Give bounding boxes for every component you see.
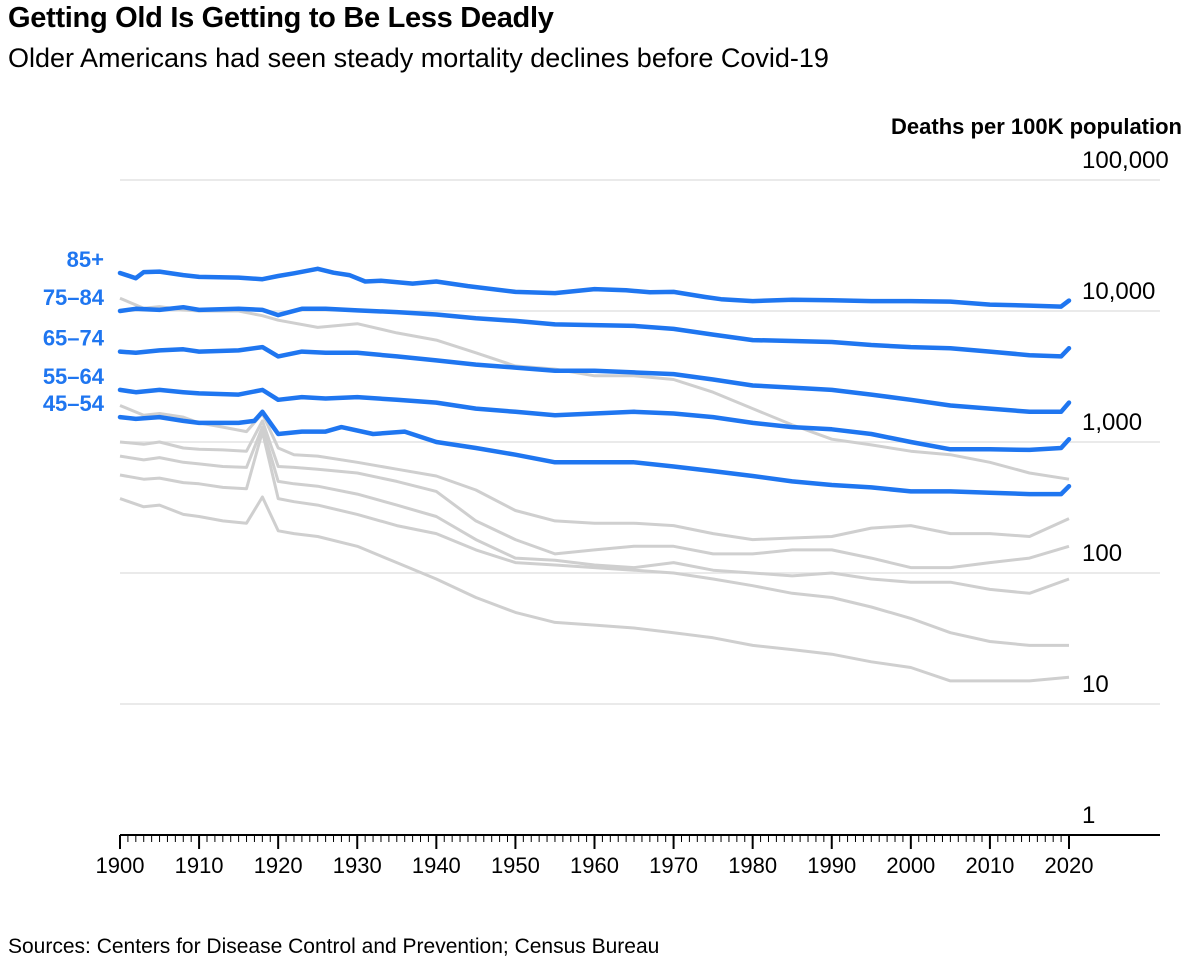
y-tick-label: 10 [1082, 671, 1109, 698]
series-line-45-54 [117, 409, 1072, 497]
y-tick-label: 1,000 [1082, 409, 1142, 436]
series-line-85plus [117, 266, 1072, 309]
y-tick-label: 100,000 [1082, 147, 1169, 174]
y-tick-label: 10,000 [1082, 278, 1155, 305]
background-series-line [119, 425, 1070, 595]
y-axis-unit-label: Deaths per 100K population [891, 114, 1182, 139]
chart-title: Getting Old Is Getting to Be Less Deadly [8, 2, 554, 34]
series-label: 85+ [67, 247, 104, 272]
x-tick-label: 2000 [886, 853, 935, 878]
x-tick-label: 1940 [412, 853, 461, 878]
y-tick-label: 100 [1082, 540, 1122, 567]
series-label: 65–74 [43, 326, 105, 351]
background-series-line [119, 430, 1069, 647]
background-series-line [119, 419, 1070, 570]
source-note: Sources: Centers for Disease Control and… [8, 935, 660, 958]
x-tick-label: 2020 [1045, 853, 1094, 878]
x-tick-label: 1900 [96, 853, 145, 878]
background-series-line [119, 404, 1070, 542]
x-tick-label: 1910 [175, 853, 224, 878]
series-line-55-64 [117, 387, 1072, 453]
x-tick-label: 1960 [570, 853, 619, 878]
x-tick-label: 1930 [333, 853, 382, 878]
y-axis-labels: 1 10 100 1,000 10,000 100,000 [1082, 147, 1169, 829]
mortality-line-chart: 1900 1910 1920 1930 1940 1950 1960 1970 1980 1990… [43, 114, 1182, 878]
highlighted-series-group [117, 266, 1072, 497]
series-label: 45–54 [43, 391, 105, 416]
x-tick-label: 1950 [491, 853, 540, 878]
x-tick-label: 1990 [807, 853, 856, 878]
series-label: 75–84 [43, 285, 105, 310]
x-tick-label: 2010 [965, 853, 1014, 878]
x-tick-label: 1920 [254, 853, 303, 878]
x-tick-label: 1980 [728, 853, 777, 878]
series-line-75-84 [117, 304, 1072, 359]
chart-subtitle: Older Americans had seen steady mortalit… [8, 43, 829, 73]
x-axis: 1900 1910 1920 1930 1940 1950 1960 1970 1980 1990… [96, 834, 1160, 878]
series-line-65-74 [117, 344, 1072, 415]
y-tick-label: 1 [1082, 802, 1095, 829]
series-label: 55–64 [43, 364, 105, 389]
x-tick-label: 1970 [649, 853, 698, 878]
background-series-line [119, 495, 1070, 683]
